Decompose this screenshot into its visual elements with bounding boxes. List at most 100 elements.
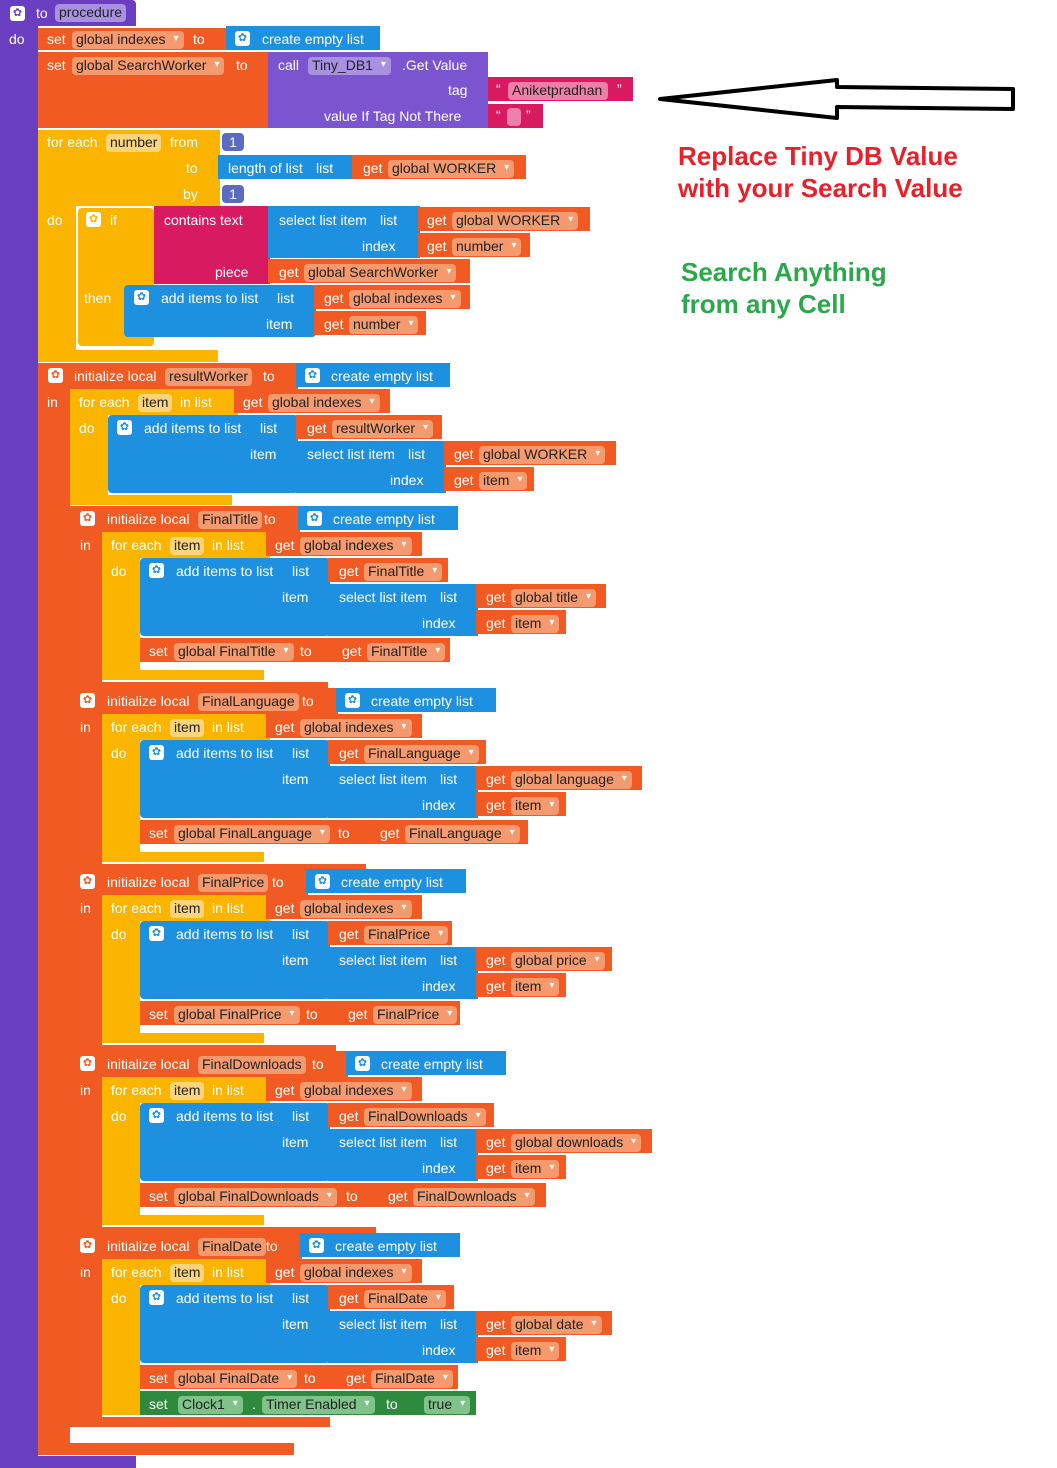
create-empty-list-block[interactable] [336, 688, 496, 712]
create-empty-list-block[interactable] [300, 1233, 460, 1257]
select-list-item-block[interactable] [328, 947, 478, 999]
tag-text-field[interactable]: Aniketpradhan [508, 82, 609, 100]
timer-enabled-property-dropdown[interactable]: Timer Enabled [262, 1396, 375, 1414]
resultworker-dropdown[interactable]: resultWorker [332, 420, 434, 438]
gear-icon[interactable]: ✿ [235, 31, 250, 46]
add-items-to-list-block[interactable] [108, 415, 298, 493]
select-list-item-block[interactable] [328, 766, 478, 818]
gear-icon[interactable]: ✿ [305, 368, 320, 383]
item-variable-field[interactable]: item [170, 1264, 205, 1282]
add-items-to-list-block[interactable] [140, 740, 330, 818]
item-dropdown[interactable]: item [479, 472, 528, 490]
number-dropdown[interactable]: number [349, 316, 419, 334]
gear-icon[interactable]: ✿ [149, 1108, 164, 1123]
global-indexes-dropdown[interactable]: global indexes [72, 31, 184, 49]
gear-icon[interactable]: ✿ [307, 511, 322, 526]
gear-icon[interactable]: ✿ [80, 874, 95, 889]
global-indexes-dropdown[interactable]: global indexes [300, 1264, 412, 1282]
price-source-dropdown[interactable]: global price [511, 952, 605, 970]
empty-text-field[interactable] [507, 108, 521, 126]
global-indexes-dropdown[interactable]: global indexes [300, 719, 412, 737]
tinydb-component-dropdown[interactable]: Tiny_DB1 [308, 57, 391, 75]
gear-icon[interactable]: ✿ [48, 368, 63, 383]
price-local-dropdown[interactable]: FinalPrice [373, 1006, 458, 1024]
resultworker-name-field[interactable]: resultWorker [165, 368, 253, 386]
number-dropdown[interactable]: number [452, 238, 522, 256]
title-local-dropdown[interactable]: FinalTitle [364, 563, 443, 581]
item-dropdown[interactable]: item [511, 797, 560, 815]
title-local-name-field[interactable]: FinalTitle [198, 511, 263, 529]
gear-icon[interactable]: ✿ [149, 926, 164, 941]
global-indexes-dropdown[interactable]: global indexes [300, 537, 412, 555]
gear-icon[interactable]: ✿ [345, 693, 360, 708]
item-dropdown[interactable]: item [511, 1160, 560, 1178]
global-indexes-dropdown[interactable]: global indexes [300, 1082, 412, 1100]
global-worker-dropdown[interactable]: global WORKER [479, 446, 606, 464]
language-local-name-field[interactable]: FinalLanguage [198, 693, 299, 711]
create-empty-list-block[interactable] [306, 869, 466, 893]
item-variable-field[interactable]: item [170, 719, 205, 737]
contains-text-block[interactable] [154, 206, 270, 284]
number-variable-field[interactable]: number [106, 134, 162, 152]
clock-component-dropdown[interactable]: Clock1 [178, 1396, 243, 1414]
gear-icon[interactable]: ✿ [80, 511, 95, 526]
item-variable-field[interactable]: item [170, 537, 205, 555]
date-source-dropdown[interactable]: global date [511, 1316, 602, 1334]
date-global-dropdown[interactable]: global FinalDate [174, 1370, 298, 1388]
downloads-local-dropdown[interactable]: FinalDownloads [364, 1108, 486, 1126]
title-global-dropdown[interactable]: global FinalTitle [174, 643, 294, 661]
price-local-name-field[interactable]: FinalPrice [198, 874, 269, 892]
price-local-dropdown[interactable]: FinalPrice [364, 926, 449, 944]
price-global-dropdown[interactable]: global FinalPrice [174, 1006, 300, 1024]
item-variable-field[interactable]: item [170, 1082, 205, 1100]
date-local-dropdown[interactable]: FinalDate [364, 1290, 446, 1308]
language-source-dropdown[interactable]: global language [511, 771, 632, 789]
gear-icon[interactable]: ✿ [149, 745, 164, 760]
item-dropdown[interactable]: item [511, 615, 560, 633]
item-variable-field[interactable]: item [138, 394, 173, 412]
global-indexes-dropdown[interactable]: global indexes [349, 290, 461, 308]
global-searchworker-dropdown[interactable]: global SearchWorker [304, 264, 457, 282]
select-list-item-block[interactable] [328, 1129, 478, 1181]
global-worker-dropdown[interactable]: global WORKER [388, 160, 515, 178]
language-global-dropdown[interactable]: global FinalLanguage [174, 825, 330, 843]
language-local-dropdown[interactable]: FinalLanguage [405, 825, 520, 843]
gear-icon[interactable]: ✿ [117, 420, 132, 435]
global-searchworker-dropdown[interactable]: global SearchWorker [72, 57, 225, 75]
global-indexes-dropdown[interactable]: global indexes [300, 900, 412, 918]
item-variable-field[interactable]: item [170, 900, 205, 918]
item-dropdown[interactable]: item [511, 978, 560, 996]
downloads-global-dropdown[interactable]: global FinalDownloads [174, 1188, 337, 1206]
create-empty-list-block[interactable] [346, 1051, 506, 1075]
title-local-dropdown[interactable]: FinalTitle [367, 643, 446, 661]
gear-icon[interactable]: ✿ [149, 563, 164, 578]
item-dropdown[interactable]: item [511, 1342, 560, 1360]
gear-icon[interactable]: ✿ [134, 290, 149, 305]
date-local-name-field[interactable]: FinalDate [198, 1238, 266, 1256]
add-items-to-list-block[interactable] [124, 285, 316, 337]
downloads-local-dropdown[interactable]: FinalDownloads [413, 1188, 535, 1206]
gear-icon[interactable]: ✿ [86, 212, 101, 227]
select-list-item-block[interactable] [328, 1311, 478, 1363]
select-list-item-block[interactable] [328, 584, 478, 636]
language-local-dropdown[interactable]: FinalLanguage [364, 745, 479, 763]
downloads-source-dropdown[interactable]: global downloads [511, 1134, 642, 1152]
add-items-to-list-block[interactable] [140, 1103, 330, 1181]
procedure-block[interactable] [0, 0, 38, 1468]
create-empty-list-block[interactable] [296, 363, 450, 387]
length-of-list-block[interactable] [218, 155, 360, 179]
gear-icon[interactable]: ✿ [80, 1238, 95, 1253]
gear-icon[interactable]: ✿ [80, 693, 95, 708]
gear-icon[interactable]: ✿ [10, 6, 25, 21]
global-indexes-dropdown[interactable]: global indexes [268, 394, 380, 412]
add-items-to-list-block[interactable] [140, 1285, 330, 1363]
create-empty-list-block[interactable] [226, 26, 380, 50]
gear-icon[interactable]: ✿ [309, 1238, 324, 1253]
gear-icon[interactable]: ✿ [315, 874, 330, 889]
select-list-item-block[interactable] [296, 441, 446, 493]
title-source-dropdown[interactable]: global title [511, 589, 597, 607]
add-items-to-list-block[interactable] [140, 921, 330, 999]
number-block[interactable]: 1 [222, 133, 244, 151]
gear-icon[interactable]: ✿ [355, 1056, 370, 1071]
select-list-item-block[interactable] [268, 206, 420, 258]
